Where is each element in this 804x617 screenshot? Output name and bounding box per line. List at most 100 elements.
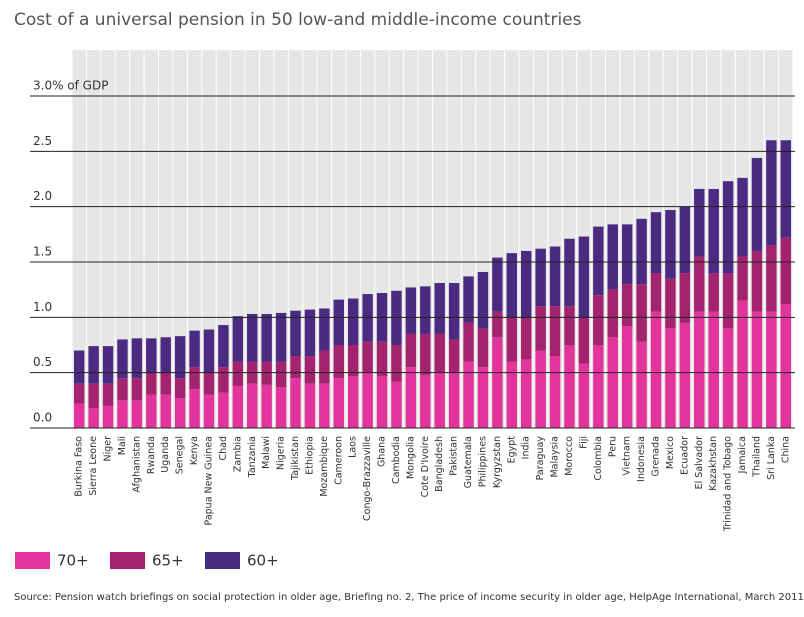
bar-segment xyxy=(578,363,590,428)
bar-segment xyxy=(679,273,691,323)
bar-segment xyxy=(131,400,143,428)
x-tick-label: Cameroon xyxy=(333,436,344,485)
bar-segment xyxy=(333,378,344,428)
bar-segment xyxy=(535,306,546,351)
source-note: Source: Pension watch briefings on socia… xyxy=(14,592,804,603)
y-tick-label: 1.5 xyxy=(33,245,52,259)
bar-segment xyxy=(420,374,431,428)
bar-segment xyxy=(218,392,229,428)
legend-label: 65+ xyxy=(152,552,184,570)
x-tick-label: Mozambique xyxy=(319,436,330,497)
bar-segment xyxy=(521,359,532,428)
bar-segment xyxy=(751,157,763,251)
x-tick-label: El Salvador xyxy=(694,436,705,489)
bar-segment xyxy=(766,245,777,312)
bar-segment xyxy=(564,306,575,345)
x-tick-label: Mongolia xyxy=(405,436,416,479)
bar-segment xyxy=(362,294,373,342)
bar-segment xyxy=(74,403,85,428)
x-tick-label: Thailand xyxy=(751,436,762,478)
bar-segment xyxy=(737,177,748,257)
bar-segment xyxy=(347,298,359,345)
y-tick-label: 0.5 xyxy=(33,355,52,369)
bar-segment xyxy=(160,372,171,395)
x-tick-label: China xyxy=(780,436,791,463)
background-stripe xyxy=(86,50,101,428)
bar-segment xyxy=(506,317,518,362)
bar-segment xyxy=(722,328,734,428)
bar-segment xyxy=(275,387,287,428)
bar-segment xyxy=(665,278,676,329)
background-stripe xyxy=(130,50,144,428)
x-tick-label: Cambodia xyxy=(391,436,402,484)
bar-segment xyxy=(347,375,359,428)
y-tick-label: 2.0 xyxy=(33,189,52,203)
x-tick-label: Senegal xyxy=(175,436,186,474)
bar-segment xyxy=(607,337,618,428)
x-tick-label: Peru xyxy=(607,436,618,457)
bar-segment xyxy=(665,209,676,279)
bar-segment xyxy=(247,314,258,362)
x-tick-label: Tajikistan xyxy=(290,436,301,481)
bar-segment xyxy=(434,333,445,373)
bar-segment xyxy=(578,236,590,318)
background-stripe xyxy=(72,50,86,428)
bar-segment xyxy=(463,276,474,323)
bar-segment xyxy=(391,345,402,382)
legend-swatch xyxy=(110,552,145,569)
bar-segment xyxy=(593,345,604,428)
bar-segment xyxy=(506,253,518,318)
bar-segment xyxy=(405,287,417,334)
x-tick-label: Chad xyxy=(218,436,229,461)
background-stripe xyxy=(159,50,173,428)
bar-segment xyxy=(102,346,114,384)
bar-segment xyxy=(780,140,791,238)
bar-segment xyxy=(131,338,143,379)
legend-label: 70+ xyxy=(57,552,89,570)
bar-segment xyxy=(578,317,590,364)
bar-segment xyxy=(751,311,763,428)
x-tick-label: Papua New Guinea xyxy=(203,436,214,525)
bar-segment xyxy=(564,345,575,428)
x-tick-label: Mali xyxy=(117,436,128,455)
x-tick-label: Tanzania xyxy=(247,436,258,478)
bar-segment xyxy=(102,405,114,428)
bar-segment xyxy=(621,224,633,285)
x-tick-label: Kenya xyxy=(189,436,200,465)
bar-segment xyxy=(564,238,575,307)
bar-segment xyxy=(203,394,215,428)
x-tick-label: Rwanda xyxy=(146,436,157,474)
bar-segment xyxy=(189,367,200,390)
bar-segment xyxy=(261,384,272,428)
y-tick-label: 3.0% of GDP xyxy=(33,79,108,93)
bar-segment xyxy=(319,350,330,384)
bar-segment xyxy=(607,224,618,290)
bar-segment xyxy=(463,361,474,428)
bar-segment xyxy=(535,248,546,307)
bar-segment xyxy=(593,226,604,296)
bar-segment xyxy=(636,284,647,342)
bar-segment xyxy=(88,408,99,428)
bar-segment xyxy=(405,367,417,428)
bar-segment xyxy=(766,311,777,428)
bar-segment xyxy=(737,256,748,301)
bar-segment xyxy=(766,140,777,246)
bar-segment xyxy=(621,326,633,428)
bar-segment xyxy=(492,257,503,312)
x-tick-label: Indonesia xyxy=(636,436,647,482)
bar-segment xyxy=(405,333,417,368)
bar-segment xyxy=(304,309,316,357)
bar-segment xyxy=(694,256,705,312)
bar-segment xyxy=(117,400,128,428)
bar-segment xyxy=(362,372,373,428)
bar-segment xyxy=(506,361,518,428)
bar-segment xyxy=(160,394,171,428)
x-tick-label: Fiji xyxy=(578,436,589,449)
x-tick-label: Congo-Brazzaville xyxy=(362,436,373,521)
bar-segment xyxy=(131,378,143,401)
bar-segment xyxy=(174,336,186,379)
bar-segment xyxy=(722,181,734,274)
bar-segment xyxy=(650,311,662,428)
bar-segment xyxy=(477,271,489,329)
x-tick-label: Afghanistan xyxy=(131,436,142,493)
